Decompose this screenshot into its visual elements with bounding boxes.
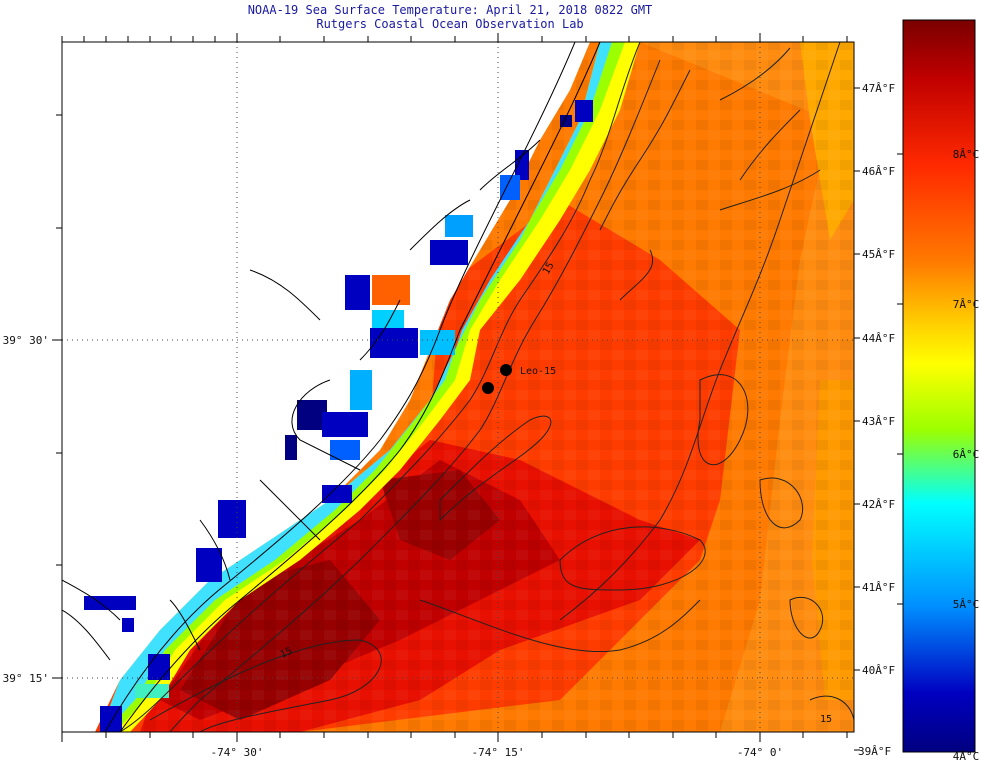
lat-label: 39° 15' (3, 672, 49, 685)
f-tick-label: 46Â°F (862, 165, 895, 178)
f-tick-label: 43Â°F (862, 415, 895, 428)
map-frame (61, 41, 855, 733)
lon-label: -74° 0' (737, 746, 783, 759)
map-subtitle: Rutgers Coastal Ocean Observation Lab (316, 17, 584, 31)
map-area: 15 15 15 Leo-15 (62, 42, 854, 732)
f-tick-label: 45Â°F (862, 248, 895, 261)
colorbar: 8Â°C 7Â°C 6Â°C 5Â°C 4Â°C (897, 19, 980, 763)
bay-cold-pixels (84, 100, 593, 732)
f-tick-label: 40Â°F (862, 664, 895, 677)
frame-ticks (52, 33, 860, 751)
bathy-label: 15 (820, 714, 832, 725)
graticule (62, 42, 854, 732)
lat-axis-labels: 39° 30' 39° 15' (3, 334, 49, 685)
c-tick-label: 4Â°C (953, 750, 980, 763)
coastline (62, 42, 601, 732)
lon-axis-labels: -74° 30' -74° 15' -74° 0' (211, 746, 784, 759)
lon-label: -74° 30' (211, 746, 264, 759)
f-tick-label: 47Â°F (862, 82, 895, 95)
f-tick-label: 41Â°F (862, 581, 895, 594)
f-tick-label: 44Â°F (862, 332, 895, 345)
land-mass (62, 42, 590, 732)
f-tick-label: 42Â°F (862, 498, 895, 511)
station-marker[interactable] (482, 382, 494, 394)
lon-label: -74° 15' (472, 746, 525, 759)
c-tick-label: 6Â°C (953, 448, 980, 461)
station-marker[interactable] (500, 364, 512, 376)
lat-label: 39° 30' (3, 334, 49, 347)
station-label: Leo-15 (520, 366, 556, 377)
f-tick-label: 39Â°F (858, 745, 891, 758)
bathy-label: 15 (279, 646, 295, 661)
fahrenheit-scale: 47Â°F 46Â°F 45Â°F 44Â°F 43Â°F 42Â°F 41Â°… (858, 82, 895, 758)
bathymetry-contours (119, 42, 854, 732)
c-tick-label: 8Â°C (953, 148, 980, 161)
c-tick-label: 7Â°C (953, 298, 980, 311)
bathy-label: 15 (541, 261, 557, 277)
map-title: NOAA-19 Sea Surface Temperature: April 2… (247, 3, 653, 17)
c-tick-label: 5Â°C (953, 598, 980, 611)
